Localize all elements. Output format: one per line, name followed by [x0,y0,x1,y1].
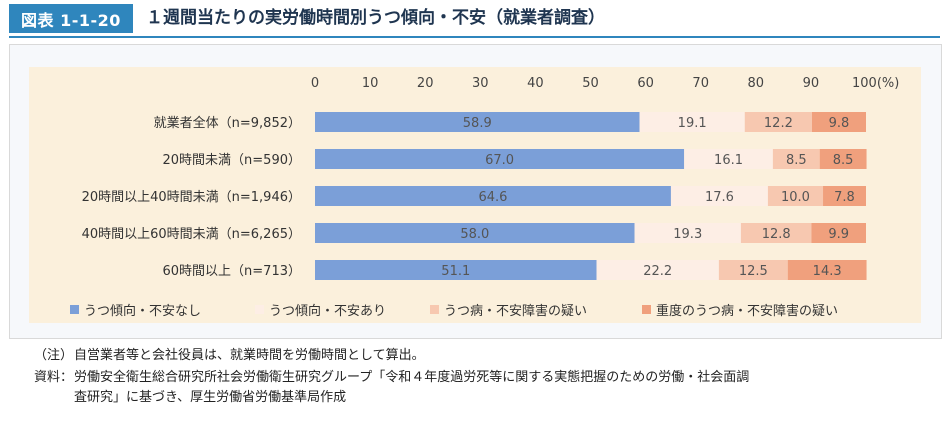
legend-label: うつ傾向・不安なし [84,303,201,319]
data-label: 58.0 [460,227,489,242]
x-tick-label: 0 [311,76,319,91]
bar-segment [811,223,866,243]
bar-segment [819,149,867,169]
note-text: 自営業者等と会社役員は、就業時間を労働時間として算出。 [74,348,425,363]
legend-swatch [255,305,264,314]
data-label: 16.1 [714,153,743,168]
data-label: 8.5 [833,153,854,168]
bar-segment [812,112,866,132]
legend-label: うつ病・不安障害の疑い [444,303,587,319]
category-label: 40時間以上60時間未満（n=6,265） [82,227,301,242]
bar-segment [315,112,640,132]
x-tick-label: 10 [362,76,379,91]
bar-segment [315,186,671,206]
bar-segment [315,149,685,169]
data-label: 10.0 [781,190,810,205]
bar-segment [639,112,745,132]
note-line: （注）自営業者等と会社役員は、就業時間を労働時間として算出。 [34,346,425,366]
x-tick-label: 20 [417,76,434,91]
x-tick-label: 90 [803,76,820,91]
source-line-2: 査研究」に基づき、厚生労働省労働基準局作成 [74,388,346,408]
data-label: 51.1 [441,264,470,279]
data-label: 17.6 [705,190,734,205]
legend-label: うつ傾向・不安あり [269,303,386,319]
bar-segment [634,223,741,243]
source-text-1: 労働安全衛生総合研究所社会労働衛生研究グループ「令和４年度過労死等に関する実態把… [74,370,750,385]
data-label: 12.2 [764,116,793,131]
data-label: 8.5 [786,153,807,168]
bar-segment [744,112,813,132]
stacked-bar-chart: 0 10 20 30 40 50 60 70 80 90 100(%) 就業者全体（n=9,852） 5… [29,67,921,323]
data-label: 64.6 [478,190,507,205]
figure-header: 図表 1-1-20 １週間当たりの実労働時間別うつ傾向・不安（就業者調査） [0,0,949,38]
source-heading: 資料： [34,370,74,385]
x-tick-label: 40 [527,76,544,91]
legend-swatch [642,305,651,314]
data-label: 19.3 [673,227,702,242]
data-label: 19.1 [678,116,707,131]
x-tick-label: 60 [637,76,654,91]
category-label: 就業者全体（n=9,852） [154,115,301,131]
data-label: 67.0 [485,153,514,168]
x-tick-label: 80 [748,76,765,91]
data-label: 9.8 [829,116,850,131]
category-label: 20時間未満（n=590） [163,153,302,168]
bar-segment [772,149,820,169]
bar-segment [315,223,635,243]
category-label: 60時間以上（n=713） [163,264,302,279]
data-label: 14.3 [813,264,842,279]
figure-title: １週間当たりの実労働時間別うつ傾向・不安（就業者調査） [146,8,605,28]
data-label: 12.8 [762,227,791,242]
bar-segment [684,149,773,169]
x-tick-label: 50 [582,76,599,91]
bar-segment [787,260,867,280]
bar-segment [740,223,812,243]
legend-swatch [70,305,79,314]
category-label: 20時間以上40時間未満（n=1,946） [82,190,301,205]
legend-swatch [430,305,439,314]
figure-label: 図表 1-1-20 [9,4,133,33]
note-heading: （注） [34,348,74,363]
data-label: 9.9 [828,227,849,242]
legend-label: 重度のうつ病・不安障害の疑い [656,303,838,319]
data-label: 12.5 [739,264,768,279]
bar-segment [718,260,788,280]
data-label: 22.2 [643,264,672,279]
bar-segment [823,186,866,206]
bar-segment [596,260,719,280]
bar-segment [315,260,597,280]
x-tick-label: 30 [472,76,489,91]
data-label: 7.8 [834,190,855,205]
source-text-2: 査研究」に基づき、厚生労働省労働基準局作成 [74,390,347,405]
data-label: 58.9 [463,116,492,131]
header-rule [9,36,940,38]
x-tick-label: 100(%) [852,76,899,91]
bar-segment [767,186,824,206]
source-line: 資料：労働安全衛生総合研究所社会労働衛生研究グループ「令和４年度過労死等に関する… [34,368,749,388]
chart-panel: 0 10 20 30 40 50 60 70 80 90 100(%) 就業者全体（n=9,852） 5… [9,44,942,339]
x-tick-label: 70 [692,76,709,91]
bar-segment [670,186,768,206]
